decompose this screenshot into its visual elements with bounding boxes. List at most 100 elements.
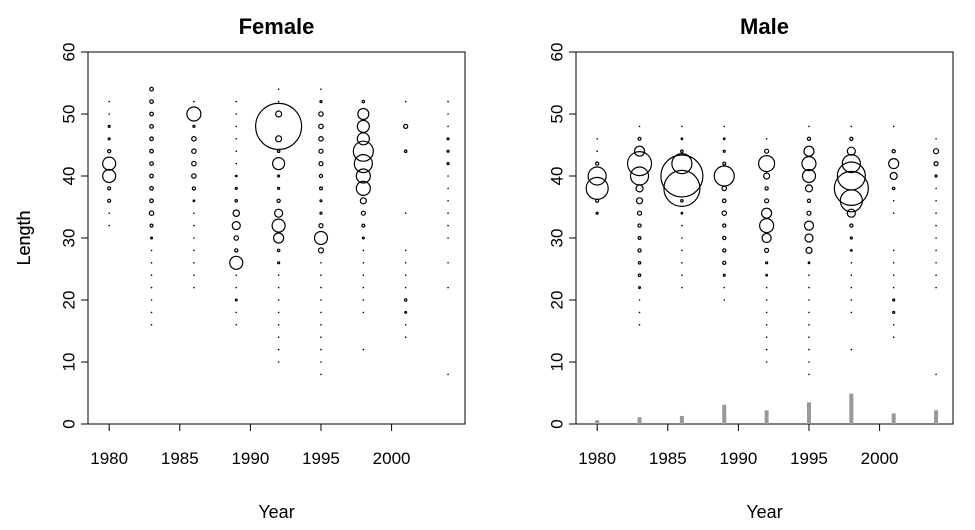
bubble (722, 137, 726, 141)
bubble-dot (235, 150, 238, 152)
y-tick-label: 0 (60, 419, 79, 428)
bubble-dot (193, 212, 195, 214)
bubble (849, 248, 853, 252)
x-tick-label: 1985 (161, 449, 199, 468)
x-tick-label: 1980 (578, 449, 616, 468)
bubble-dot (404, 262, 407, 264)
bubble (318, 148, 324, 154)
bubble-dot (850, 125, 853, 128)
bubble (404, 310, 408, 314)
bubble-dot (935, 138, 937, 140)
bubble (149, 123, 154, 129)
bubble (357, 107, 370, 121)
bubble (107, 137, 111, 141)
bubble (102, 156, 117, 171)
bubble-dot (447, 187, 449, 190)
bubble (446, 149, 450, 153)
bubble-dot (320, 262, 322, 264)
bubble-dot (193, 237, 195, 239)
bubble (713, 165, 735, 187)
bubble (637, 223, 642, 228)
bubble-dot (681, 262, 683, 264)
bubble (356, 119, 370, 134)
bubble (191, 173, 197, 179)
bubble-dot (150, 274, 153, 277)
bubble (846, 146, 856, 156)
bubble-dot (850, 348, 853, 351)
bubble (149, 161, 154, 167)
bubble-dot (935, 187, 937, 190)
bubble-dot (935, 286, 937, 289)
bubble (849, 223, 854, 228)
y-axis-label: Length (14, 210, 34, 265)
bubble (765, 261, 769, 265)
x-axis-label: Year (258, 502, 294, 522)
bubble (191, 186, 197, 191)
bubble (807, 261, 811, 265)
bubble-dot (320, 361, 322, 363)
sample-bar (849, 393, 854, 424)
bubble (102, 168, 117, 184)
bubble (107, 186, 112, 191)
bubble-dot (362, 274, 365, 277)
bubble (277, 186, 281, 190)
bubble-dot (808, 348, 810, 351)
bubble-dot (235, 286, 238, 289)
y-axis-label: Length (14, 210, 34, 265)
bubble (637, 236, 642, 241)
bubble-dot (447, 224, 449, 227)
bubble (149, 198, 154, 204)
bubble (765, 273, 769, 277)
bubble-dot (447, 212, 449, 214)
bubble-dot (765, 311, 768, 314)
bubble (276, 149, 281, 154)
bubble (722, 161, 727, 166)
bubble (637, 248, 642, 253)
y-tick-label: 50 (60, 105, 79, 124)
bubble (806, 136, 812, 141)
bubble (849, 136, 854, 141)
bubble-dot (723, 125, 726, 128)
bubble-dot (892, 286, 895, 289)
bubble (764, 247, 770, 253)
bubble (234, 186, 238, 190)
bubble (805, 246, 813, 254)
bubble-dot (277, 274, 280, 277)
bubble-dot (277, 361, 280, 363)
bubble-dot (404, 100, 407, 103)
bubble (319, 99, 323, 104)
bubble (764, 148, 770, 154)
bubble (255, 102, 303, 151)
bubble-dot (935, 274, 937, 277)
bubble-dot (808, 311, 810, 314)
sample-bar (722, 404, 727, 424)
bubble (626, 151, 653, 177)
bubble-dot (150, 311, 153, 314)
bubble-dot (681, 224, 683, 227)
bubble (633, 145, 646, 157)
bubble (635, 197, 644, 205)
bubble (361, 99, 366, 104)
bubble (232, 209, 241, 218)
sample-bar (637, 417, 642, 424)
bubble (319, 199, 323, 203)
bubble-dot (235, 311, 238, 314)
bubble-dot (320, 88, 322, 90)
bubble-dot (108, 224, 110, 227)
bubble-dot (404, 286, 407, 289)
bubble-dot (892, 262, 895, 264)
bubble (934, 174, 938, 178)
bubble-dot (808, 361, 810, 363)
bubble-dot (404, 336, 407, 339)
plot-frame (87, 51, 466, 425)
sample-bar (679, 415, 684, 424)
bubble-dot (277, 311, 280, 314)
bubble-dot (277, 100, 280, 103)
y-tick-label: 40 (548, 167, 567, 186)
bubble (149, 185, 154, 191)
bubble (804, 184, 814, 193)
y-tick-label: 50 (548, 105, 567, 124)
bubble-dot (892, 249, 895, 252)
bubble (891, 186, 896, 191)
bubble-dot (808, 324, 810, 326)
